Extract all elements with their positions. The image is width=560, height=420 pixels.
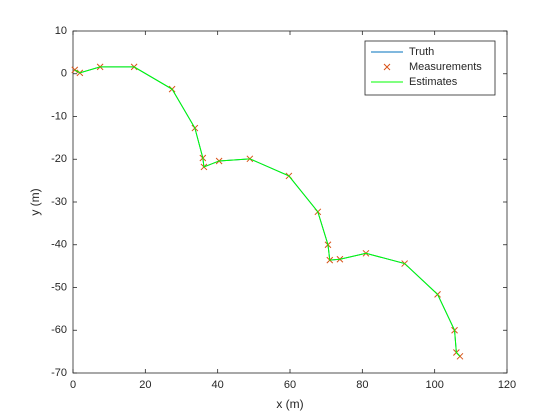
x-tick-label: 20 bbox=[139, 379, 151, 391]
legend-label: Estimates bbox=[409, 76, 458, 88]
y-tick-label: -60 bbox=[51, 324, 67, 336]
x-tick-label: 100 bbox=[425, 379, 443, 391]
y-tick-label: -50 bbox=[51, 281, 67, 293]
series-line bbox=[74, 66, 461, 357]
y-tick-label: -10 bbox=[51, 110, 67, 122]
x-axis-label: x (m) bbox=[276, 397, 303, 411]
legend-label: Truth bbox=[409, 46, 434, 58]
x-tick-label: 80 bbox=[356, 379, 368, 391]
x-tick-label: 40 bbox=[212, 379, 224, 391]
y-tick-label: -20 bbox=[51, 153, 67, 165]
y-tick-label: 10 bbox=[55, 25, 67, 37]
y-axis-label: y (m) bbox=[28, 188, 42, 215]
y-tick-label: -70 bbox=[51, 367, 67, 379]
y-tick-label: -30 bbox=[51, 196, 67, 208]
x-tick-label: 120 bbox=[498, 379, 516, 391]
x-tick-label: 60 bbox=[284, 379, 296, 391]
x-tick-label: 0 bbox=[70, 379, 76, 391]
legend-swatch bbox=[383, 63, 391, 71]
marker bbox=[71, 66, 79, 74]
y-tick-label: -40 bbox=[51, 239, 67, 251]
legend-label: Measurements bbox=[409, 61, 482, 73]
y-tick-label: 0 bbox=[61, 68, 67, 80]
